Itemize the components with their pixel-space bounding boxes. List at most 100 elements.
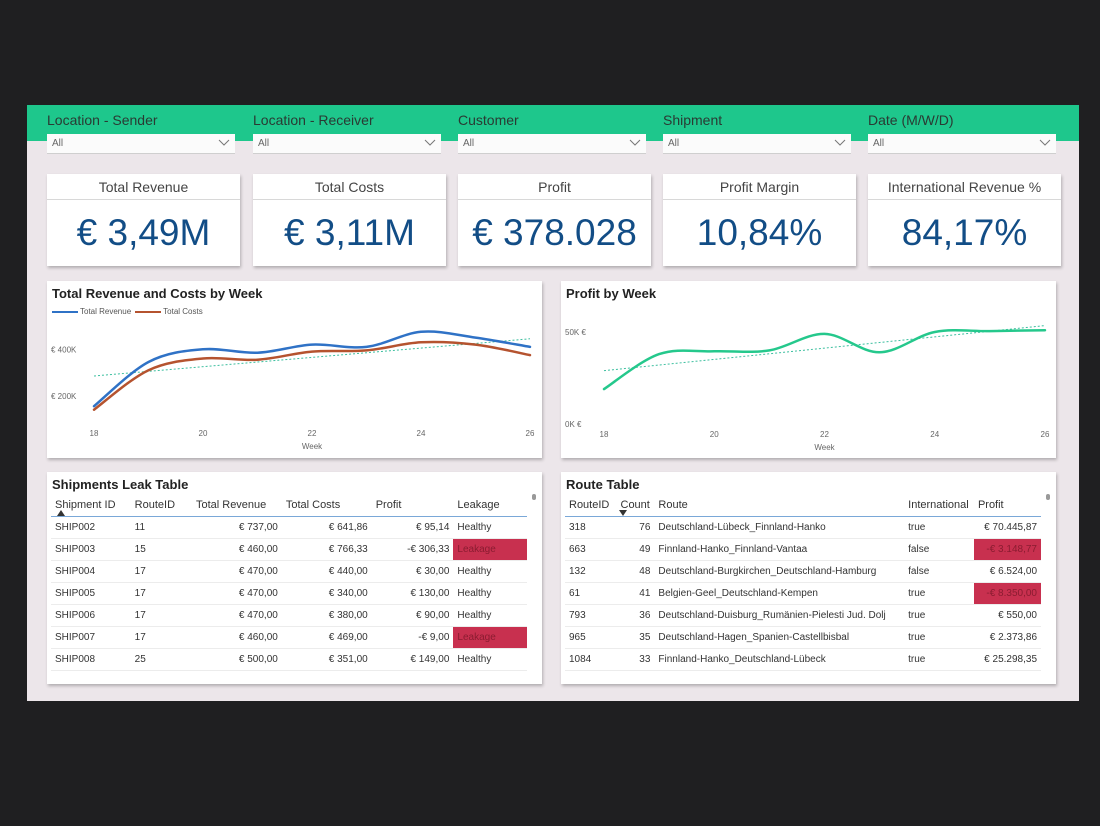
table-cell: false	[904, 538, 974, 561]
column-header-total-revenue[interactable]: Total Revenue	[191, 494, 282, 517]
table-title: Shipments Leak Table	[52, 477, 189, 492]
series-line-total-revenue	[92, 330, 532, 408]
location-receiver-dropdown[interactable]: All	[253, 134, 441, 154]
kpi-profit: Profit € 378.028	[458, 174, 651, 266]
location-sender-dropdown[interactable]: All	[47, 134, 235, 154]
table-cell: 793	[565, 604, 617, 627]
column-header-shipment-id[interactable]: Shipment ID	[51, 494, 131, 517]
table-row[interactable]: 318 76 Deutschland-Lübeck_Finnland-Hanko tr…	[565, 516, 1041, 539]
table-cell: 61	[565, 582, 617, 605]
table-cell: € 550,00	[973, 604, 1041, 627]
table-cell: 17	[130, 604, 192, 627]
table-row[interactable]: 132 48 Deutschland-Burgkirchen_Deutschland…	[565, 560, 1041, 583]
trend-line	[603, 325, 1046, 372]
filter-date: Date (M/W/D) All	[868, 111, 1056, 154]
kpi-value: 84,17%	[901, 212, 1028, 253]
table-cell: Healthy	[453, 648, 527, 671]
profit-chart-panel[interactable]: Profit by Week 0K € 50K € 18 20 22 24 26 Week	[561, 281, 1056, 458]
table-scrollbar[interactable]	[532, 494, 536, 500]
table-row[interactable]: SHIP007 17 € 460,00 € 469,00 -€ 9,00 Leakage	[51, 626, 527, 649]
kpi-divider	[253, 199, 446, 200]
table-cell: Deutschland-Hagen_Spanien-Castellbisbal	[654, 626, 905, 649]
table-row[interactable]: 965 35 Deutschland-Hagen_Spanien-Castellbi…	[565, 626, 1041, 649]
table-scrollbar[interactable]	[1046, 494, 1050, 500]
table-cell: € 470,00	[191, 560, 282, 583]
chart-title: Total Revenue and Costs by Week	[52, 286, 263, 301]
filter-location-receiver: Location - Receiver All	[253, 111, 441, 154]
filter-label: Customer	[458, 112, 519, 128]
table-cell: -€ 8.350,00	[973, 582, 1041, 605]
table-row[interactable]: SHIP003 15 € 460,00 € 766,33 -€ 306,33 Leakag…	[51, 538, 527, 561]
column-header-route[interactable]: Route	[654, 494, 905, 517]
x-tick-label: 20	[199, 429, 208, 438]
column-header-total-costs[interactable]: Total Costs	[281, 494, 372, 517]
filter-shipment: Shipment All	[663, 111, 851, 154]
table-row[interactable]: SHIP005 17 € 470,00 € 340,00 € 130,00 Healthy	[51, 582, 527, 605]
revenue-costs-chart-panel[interactable]: Total Revenue and Costs by Week Total Re…	[47, 281, 542, 458]
filter-label: Location - Sender	[47, 112, 158, 128]
table-cell: true	[904, 604, 974, 627]
table-row[interactable]: 663 49 Finnland-Hanko_Finnland-Vantaa false…	[565, 538, 1041, 561]
table-cell: Deutschland-Lübeck_Finnland-Hanko	[654, 516, 905, 539]
kpi-total-revenue: Total Revenue € 3,49M	[47, 174, 240, 266]
table-cell: SHIP004	[51, 560, 131, 583]
series-line-total-costs	[92, 340, 532, 411]
kpi-value: € 378.028	[472, 212, 637, 253]
table-row[interactable]: SHIP002 11 € 737,00 € 641,86 € 95,14 Healthy	[51, 516, 527, 539]
x-tick-label: 20	[710, 430, 719, 439]
table-cell: 663	[565, 538, 617, 561]
sort-descending-icon	[619, 510, 627, 516]
table-cell: € 340,00	[281, 582, 372, 605]
legend-item-costs[interactable]: Total Costs	[135, 307, 203, 316]
x-tick-label: 22	[820, 430, 829, 439]
filter-customer: Customer All	[458, 111, 646, 154]
kpi-value: 10,84%	[696, 212, 823, 253]
shipments-leak-table-panel[interactable]: Shipments Leak Table Shipment ID RouteID…	[47, 472, 542, 684]
table-cell: € 25.298,35	[973, 648, 1041, 671]
table-row[interactable]: 1084 33 Finnland-Hanko_Deutschland-Lübeck t…	[565, 648, 1041, 671]
table-cell: Healthy	[453, 604, 527, 627]
table-cell: € 641,86	[281, 516, 372, 539]
sort-ascending-icon	[57, 510, 65, 516]
chevron-down-icon	[218, 139, 230, 146]
dropdown-value: All	[52, 138, 64, 149]
column-header-profit[interactable]: Profit	[371, 494, 454, 517]
table-header-row: RouteID Count Route International Profit	[565, 494, 1041, 517]
table-cell: -€ 3.148,77	[973, 538, 1041, 561]
table-cell: SHIP006	[51, 604, 131, 627]
table-cell: 17	[130, 560, 192, 583]
x-axis-title: Week	[814, 443, 835, 452]
legend-item-revenue[interactable]: Total Revenue	[52, 307, 131, 316]
table-cell: 35	[616, 626, 655, 649]
table-cell: € 460,00	[191, 626, 282, 649]
table-cell: Deutschland-Burgkirchen_Deutschland-Hamb…	[654, 560, 905, 583]
column-header-route-id[interactable]: RouteID	[565, 494, 617, 517]
column-header-international[interactable]: International	[904, 494, 974, 517]
kpi-divider	[458, 199, 651, 200]
table-cell: € 460,00	[191, 538, 282, 561]
column-header-route-id[interactable]: RouteID	[130, 494, 192, 517]
column-header-leakage[interactable]: Leakage	[453, 494, 527, 517]
kpi-value: € 3,49M	[76, 212, 211, 253]
table-row[interactable]: SHIP006 17 € 470,00 € 380,00 € 90,00 Healthy	[51, 604, 527, 627]
x-axis-title: Week	[302, 442, 323, 451]
table-header-row: Shipment ID RouteID Total Revenue Total …	[51, 494, 527, 517]
table-cell: Healthy	[453, 516, 527, 539]
table-cell: 36	[616, 604, 655, 627]
column-header-profit[interactable]: Profit	[973, 494, 1041, 517]
date-dropdown[interactable]: All	[868, 134, 1056, 154]
customer-dropdown[interactable]: All	[458, 134, 646, 154]
dropdown-value: All	[258, 138, 270, 149]
table-cell: SHIP007	[51, 626, 131, 649]
kpi-title: International Revenue %	[887, 179, 1042, 195]
y-tick-label: 50K €	[565, 328, 586, 337]
dropdown-value: All	[463, 138, 475, 149]
table-row[interactable]: SHIP004 17 € 470,00 € 440,00 € 30,00 Healthy	[51, 560, 527, 583]
shipment-dropdown[interactable]: All	[663, 134, 851, 154]
table-row[interactable]: SHIP008 25 € 500,00 € 351,00 € 149,00 Healthy	[51, 648, 527, 671]
y-tick-label: 0K €	[565, 420, 582, 429]
table-row[interactable]: 61 41 Belgien-Geel_Deutschland-Kempen true -…	[565, 582, 1041, 605]
legend-label: Total Revenue	[80, 307, 132, 316]
route-table-panel[interactable]: Route Table RouteID Count Route Internat…	[561, 472, 1056, 684]
table-row[interactable]: 793 36 Deutschland-Duisburg_Rumänien-Piele…	[565, 604, 1041, 627]
